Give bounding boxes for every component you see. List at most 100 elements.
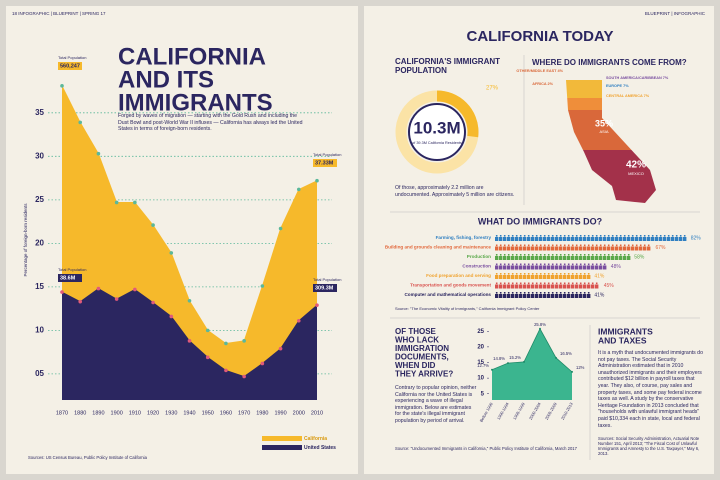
section-title: OF THOSE <box>395 327 437 336</box>
pictogram-row <box>495 292 591 298</box>
x-tick-label: 1940 <box>183 410 195 416</box>
point <box>523 360 525 363</box>
right-title: CALIFORNIA TODAY <box>467 28 614 45</box>
area-fill <box>62 288 317 400</box>
map-pct: 42% <box>626 160 646 171</box>
map-label: OTHER/MIDDLE EAST 4% <box>516 69 563 73</box>
value-label: 12.7% <box>477 363 489 368</box>
map-label: EUROPE 7% <box>606 84 629 88</box>
pictogram-row <box>495 282 599 289</box>
value-label: 82% <box>691 235 702 241</box>
annotation-title: Total Population <box>58 267 86 272</box>
legend-swatch <box>262 436 302 441</box>
y-tick-label: 20 <box>477 344 484 350</box>
y-tick-label: 05 <box>35 369 44 378</box>
page-header: 18 INFOGRAPHIC | BLUEPRINT | SPRING 17 <box>12 11 106 16</box>
y-tick-label: 30 <box>35 151 44 160</box>
value-label: 48% <box>611 264 622 270</box>
annotation-label: 38.6M <box>60 275 76 281</box>
value-label: 58% <box>634 254 645 260</box>
annotation-label: 560,247 <box>60 63 80 69</box>
category-label: Computer and mathematical operations <box>404 292 491 297</box>
x-tick-label: 1890 <box>92 410 104 416</box>
marker <box>114 297 119 301</box>
marker <box>278 226 283 231</box>
area-line <box>491 327 573 373</box>
value-label: 41% <box>594 273 605 279</box>
area-fill <box>492 328 572 400</box>
point <box>555 356 557 359</box>
donut-note: Of those, approximately 2.2 million are … <box>395 185 515 198</box>
y-tick-label: 20 <box>35 238 44 247</box>
source: Source: "The Economic Vitality of Immigr… <box>395 306 540 311</box>
section-title: DOCUMENTS, <box>395 353 449 362</box>
legend-label: United States <box>304 445 336 451</box>
x-tick-label: 1930 <box>165 410 177 416</box>
marker <box>151 223 155 227</box>
page-header: BLUEPRINT | INFOGRAPHIC <box>645 11 706 16</box>
undoc-text: Contrary to popular opinion, neither Cal… <box>395 385 477 424</box>
marker <box>242 374 246 379</box>
donut-title: CALIFORNIA'S IMMIGRANT <box>395 57 500 66</box>
x-tick-label: 2000 <box>293 410 305 416</box>
point <box>571 370 573 373</box>
marker <box>224 341 228 346</box>
value-label: 12% <box>576 365 585 370</box>
source: Sources: Social Security Administration,… <box>598 436 700 456</box>
marker <box>60 290 64 294</box>
marker <box>260 284 265 288</box>
x-tick-label: 1970 <box>238 410 250 416</box>
marker <box>260 361 265 366</box>
y-tick-label: 10 <box>477 376 484 382</box>
marker <box>78 299 83 304</box>
point <box>507 362 509 365</box>
pictogram-row <box>495 273 591 279</box>
value-label: 45% <box>604 283 615 289</box>
pictogram-title: WHAT DO IMMIGRANTS DO? <box>478 216 602 226</box>
x-tick-label: 1980 <box>256 410 268 416</box>
map-title: WHERE DO IMMIGRANTS COME FROM? <box>532 58 687 67</box>
marker <box>96 151 101 156</box>
donut-value-label: 27% <box>486 86 499 92</box>
donut-center: 10.3M <box>413 118 460 137</box>
value-label: 16.5% <box>560 351 572 356</box>
section-title: IMMIGRANTS <box>598 326 653 336</box>
pictogram-row <box>495 263 607 270</box>
y-tick-label: 25 <box>477 329 484 335</box>
map-region: MEXICO <box>628 171 644 176</box>
annotation-label: 309.3M <box>315 285 334 291</box>
pictogram-row <box>495 235 687 241</box>
legend-swatch <box>262 445 302 450</box>
annotation-title: Total Population <box>313 277 341 282</box>
annotation-box <box>313 159 337 167</box>
category-label: Transportation and goods movement <box>410 283 491 288</box>
annotation-title: Total Population <box>58 55 86 60</box>
annotation-box <box>313 284 337 292</box>
marker <box>151 300 155 305</box>
y-tick-label: 5 <box>481 391 485 397</box>
marker <box>169 251 174 255</box>
marker <box>78 120 83 125</box>
value-label: 25.8% <box>534 322 546 327</box>
map-label: SOUTH AMERICA/CARIBBEAN 7% <box>606 76 669 80</box>
category-label: Production <box>467 254 491 259</box>
marker <box>169 314 174 319</box>
marker <box>114 200 119 205</box>
title: CALIFORNIA <box>118 43 266 70</box>
marker <box>296 319 301 323</box>
x-tick-label: 2010 <box>311 410 323 416</box>
marker <box>278 346 283 351</box>
category-label: Construction <box>462 264 491 269</box>
x-tick-label: 1910 <box>129 410 141 416</box>
x-tick-label: 1900 <box>111 410 123 416</box>
annotation-box <box>58 62 82 70</box>
x-tick-label: 1960 <box>220 410 232 416</box>
x-tick-label: 1870 <box>56 410 68 416</box>
value-label: 41% <box>594 292 605 298</box>
marker <box>205 328 210 333</box>
marker <box>133 287 137 292</box>
category-label: Farming, fishing, forestry <box>436 235 492 240</box>
donut-sub: of 39.3M California Residents <box>412 141 462 145</box>
y-tick-label: 15 <box>477 360 484 366</box>
